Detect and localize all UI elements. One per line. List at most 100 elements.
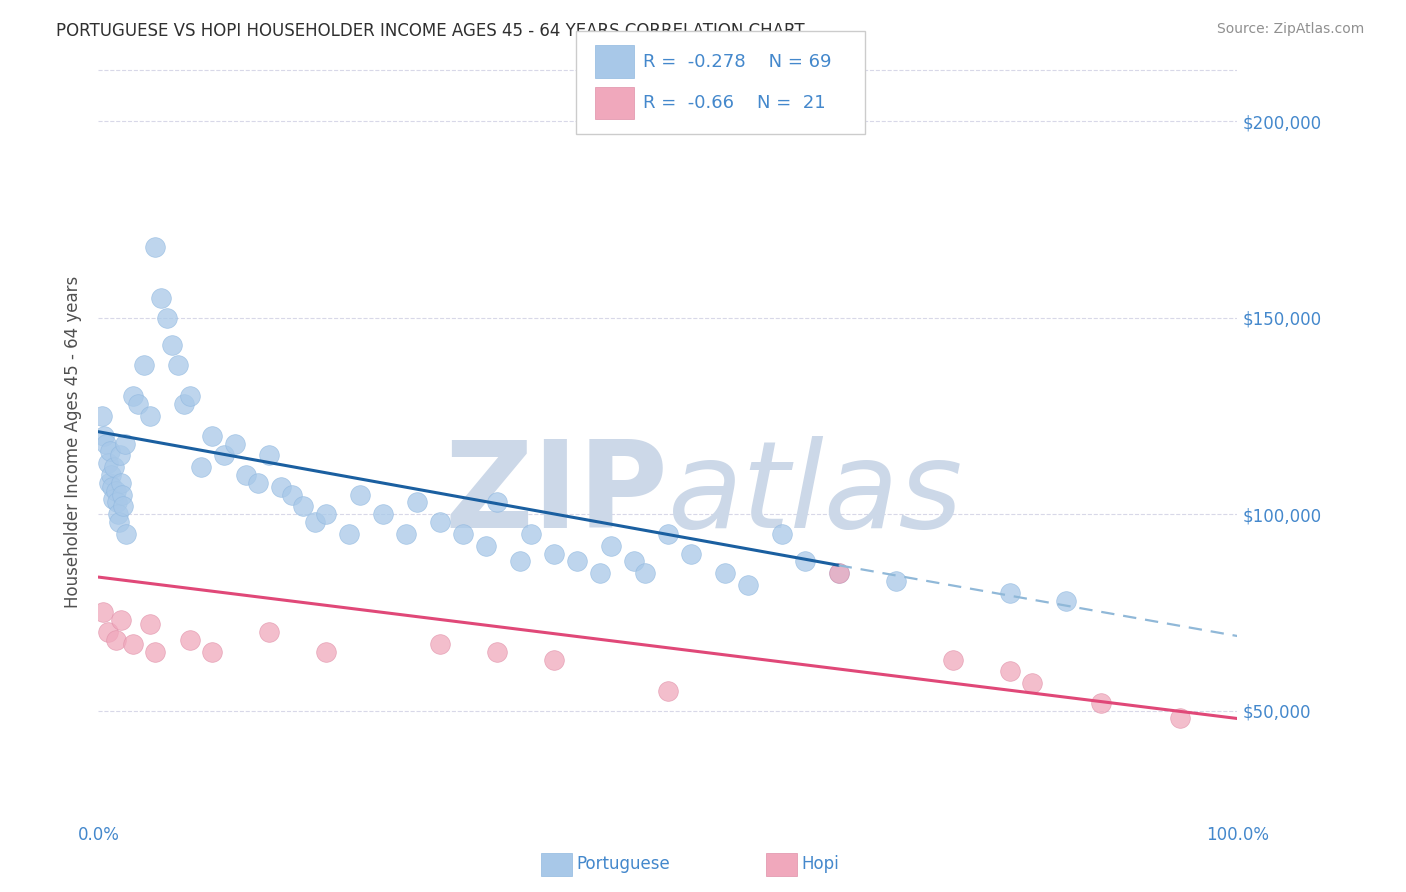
Point bbox=[565, 554, 588, 568]
Point bbox=[451, 526, 474, 541]
Point bbox=[212, 448, 235, 462]
Point bbox=[93, 428, 115, 442]
Point bbox=[1170, 711, 1192, 725]
Point bbox=[429, 515, 451, 529]
Point bbox=[96, 456, 118, 470]
Point bbox=[884, 574, 907, 588]
Point bbox=[167, 358, 190, 372]
Point bbox=[828, 566, 851, 581]
Point bbox=[600, 539, 623, 553]
Point bbox=[371, 507, 394, 521]
Point bbox=[246, 475, 269, 490]
Point bbox=[543, 652, 565, 666]
Point bbox=[145, 645, 167, 659]
Point bbox=[828, 566, 851, 581]
Point bbox=[224, 436, 246, 450]
Point bbox=[259, 625, 281, 640]
Point bbox=[91, 606, 114, 620]
Point bbox=[107, 507, 129, 521]
Text: R =  -0.66    N =  21: R = -0.66 N = 21 bbox=[643, 94, 825, 112]
Point bbox=[486, 645, 509, 659]
Text: Portuguese: Portuguese bbox=[576, 855, 671, 873]
Point bbox=[714, 566, 737, 581]
Point bbox=[395, 526, 418, 541]
Point bbox=[737, 578, 759, 592]
Point bbox=[97, 475, 120, 490]
Point bbox=[588, 566, 610, 581]
Point bbox=[486, 495, 509, 509]
Point bbox=[1056, 593, 1078, 607]
Text: Hopi: Hopi bbox=[801, 855, 839, 873]
Point bbox=[112, 500, 135, 514]
Point bbox=[132, 358, 155, 372]
Point bbox=[179, 389, 201, 403]
Point bbox=[111, 487, 134, 501]
Point bbox=[103, 460, 125, 475]
Point bbox=[150, 291, 173, 305]
Point bbox=[270, 480, 292, 494]
Point bbox=[304, 515, 326, 529]
Point bbox=[190, 460, 212, 475]
Point bbox=[179, 632, 201, 647]
Point bbox=[942, 652, 965, 666]
Point bbox=[104, 483, 127, 498]
Y-axis label: Householder Income Ages 45 - 64 years: Householder Income Ages 45 - 64 years bbox=[65, 276, 83, 607]
Point bbox=[96, 625, 118, 640]
Point bbox=[156, 310, 179, 325]
Point bbox=[349, 487, 371, 501]
Point bbox=[315, 645, 337, 659]
Point bbox=[235, 467, 257, 482]
Point bbox=[103, 491, 125, 506]
Point bbox=[90, 409, 112, 423]
Point bbox=[509, 554, 531, 568]
Point bbox=[679, 547, 702, 561]
Point bbox=[127, 397, 149, 411]
Point bbox=[108, 448, 131, 462]
Point bbox=[1021, 676, 1043, 690]
Point bbox=[793, 554, 815, 568]
Point bbox=[520, 526, 543, 541]
Point bbox=[121, 389, 143, 403]
Point bbox=[201, 428, 224, 442]
Text: atlas: atlas bbox=[668, 436, 963, 553]
Text: R =  -0.278    N = 69: R = -0.278 N = 69 bbox=[643, 53, 831, 70]
Point bbox=[98, 444, 121, 458]
Point bbox=[100, 467, 122, 482]
Point bbox=[108, 515, 131, 529]
Text: Source: ZipAtlas.com: Source: ZipAtlas.com bbox=[1216, 22, 1364, 37]
Point bbox=[315, 507, 337, 521]
Point bbox=[114, 526, 136, 541]
Point bbox=[105, 495, 128, 509]
Point bbox=[770, 526, 793, 541]
Point bbox=[201, 645, 224, 659]
Point bbox=[173, 397, 195, 411]
Point bbox=[110, 475, 132, 490]
Point bbox=[110, 613, 132, 627]
Point bbox=[114, 436, 136, 450]
Text: PORTUGUESE VS HOPI HOUSEHOLDER INCOME AGES 45 - 64 YEARS CORRELATION CHART: PORTUGUESE VS HOPI HOUSEHOLDER INCOME AG… bbox=[56, 22, 804, 40]
Point bbox=[474, 539, 496, 553]
Point bbox=[623, 554, 645, 568]
Point bbox=[145, 240, 167, 254]
Point bbox=[998, 586, 1021, 600]
Point bbox=[292, 500, 315, 514]
Point bbox=[657, 526, 679, 541]
Point bbox=[138, 409, 160, 423]
Point bbox=[543, 547, 565, 561]
Point bbox=[121, 637, 143, 651]
Point bbox=[406, 495, 429, 509]
Point bbox=[281, 487, 304, 501]
Point bbox=[138, 617, 160, 632]
Point bbox=[101, 480, 124, 494]
Point bbox=[259, 448, 281, 462]
Point bbox=[634, 566, 657, 581]
Point bbox=[104, 632, 127, 647]
Point bbox=[337, 526, 360, 541]
Point bbox=[429, 637, 451, 651]
Point bbox=[1090, 696, 1112, 710]
Text: ZIP: ZIP bbox=[444, 436, 668, 553]
Point bbox=[998, 665, 1021, 679]
Point bbox=[162, 338, 184, 352]
Point bbox=[96, 436, 118, 450]
Point bbox=[657, 684, 679, 698]
